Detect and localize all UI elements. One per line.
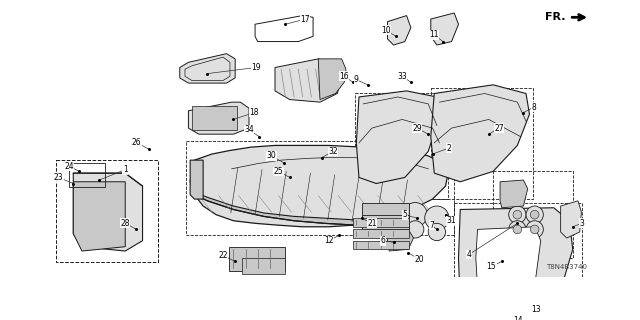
Text: 30: 30	[267, 151, 276, 160]
Text: 10: 10	[381, 26, 390, 35]
Text: 20: 20	[415, 255, 424, 264]
Polygon shape	[362, 204, 409, 228]
Polygon shape	[74, 182, 125, 251]
Bar	[242, 258, 285, 274]
Polygon shape	[500, 180, 528, 208]
Text: 23: 23	[54, 173, 63, 182]
Text: 12: 12	[324, 236, 333, 245]
Polygon shape	[431, 85, 529, 182]
Bar	[493, 172, 573, 258]
Circle shape	[509, 206, 526, 223]
Text: 24: 24	[64, 162, 74, 171]
Polygon shape	[318, 59, 346, 100]
Text: 32: 32	[328, 147, 338, 156]
Circle shape	[531, 210, 539, 219]
Text: 11: 11	[429, 30, 439, 39]
Circle shape	[406, 221, 424, 238]
Text: 6: 6	[381, 236, 386, 245]
Text: 5: 5	[403, 210, 407, 219]
Circle shape	[425, 206, 449, 230]
Text: 3: 3	[579, 219, 584, 228]
Circle shape	[531, 225, 539, 234]
Bar	[353, 218, 409, 227]
Text: 13: 13	[532, 305, 541, 314]
Text: 25: 25	[274, 167, 284, 176]
Text: 19: 19	[251, 63, 260, 72]
Circle shape	[526, 206, 543, 223]
Polygon shape	[275, 59, 342, 102]
Bar	[186, 141, 454, 235]
Text: 9: 9	[354, 75, 359, 84]
Polygon shape	[190, 160, 203, 199]
Text: 7: 7	[429, 220, 434, 229]
Bar	[353, 241, 409, 249]
Polygon shape	[74, 173, 143, 251]
Bar	[69, 163, 106, 187]
Bar	[192, 106, 237, 130]
Circle shape	[428, 223, 445, 241]
Circle shape	[526, 221, 543, 238]
Polygon shape	[362, 215, 409, 228]
Text: T8N4B3740: T8N4B3740	[546, 264, 587, 270]
Text: 1: 1	[123, 165, 127, 174]
Text: 26: 26	[132, 138, 141, 147]
Polygon shape	[180, 54, 235, 83]
Text: 16: 16	[339, 72, 349, 81]
Text: FR.: FR.	[545, 12, 566, 22]
Circle shape	[403, 203, 428, 227]
Polygon shape	[431, 13, 458, 45]
Bar	[353, 229, 409, 238]
Text: 31: 31	[447, 216, 456, 225]
Text: 14: 14	[513, 316, 523, 320]
Polygon shape	[476, 227, 541, 296]
Bar	[454, 204, 582, 320]
Text: 33: 33	[397, 72, 407, 81]
Polygon shape	[190, 145, 448, 227]
Text: 4: 4	[467, 250, 471, 259]
Bar	[56, 160, 158, 262]
Polygon shape	[387, 16, 411, 45]
Text: 29: 29	[412, 124, 422, 132]
Text: 17: 17	[300, 14, 310, 24]
Circle shape	[513, 225, 522, 234]
Text: 22: 22	[218, 251, 228, 260]
Polygon shape	[387, 229, 413, 251]
Text: 27: 27	[494, 124, 504, 132]
Text: 2: 2	[447, 144, 451, 153]
Bar	[229, 247, 285, 271]
Polygon shape	[356, 91, 440, 183]
Polygon shape	[458, 208, 573, 318]
Circle shape	[513, 210, 522, 219]
Bar	[355, 93, 448, 199]
Text: 15: 15	[486, 262, 496, 271]
Polygon shape	[561, 201, 581, 238]
Text: 21: 21	[367, 219, 377, 228]
Circle shape	[509, 221, 526, 238]
Polygon shape	[188, 102, 249, 134]
Text: 28: 28	[120, 219, 130, 228]
Bar	[431, 88, 533, 199]
Text: 8: 8	[531, 103, 536, 112]
Text: 34: 34	[244, 125, 254, 134]
Text: 18: 18	[250, 108, 259, 117]
Polygon shape	[195, 192, 443, 225]
